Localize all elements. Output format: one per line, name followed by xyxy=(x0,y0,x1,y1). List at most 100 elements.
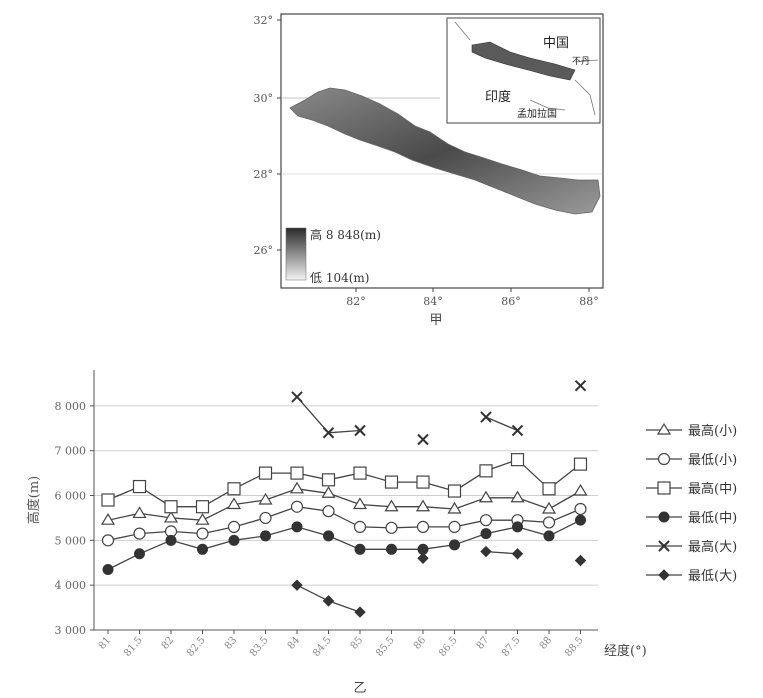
y-tick-label-8000: 8 000 xyxy=(55,400,87,413)
series-4-point-8 xyxy=(354,424,366,437)
chart-series xyxy=(100,379,588,618)
series-5-point-7 xyxy=(322,595,335,607)
map-caption: 甲 xyxy=(429,313,442,328)
series-5-point-12 xyxy=(480,545,492,558)
series-4-point-15 xyxy=(574,379,587,392)
inset-label-bangladesh: 孟加拉国 xyxy=(517,107,557,120)
series-1-point-6 xyxy=(290,500,304,513)
x-tick-label-81: 81 xyxy=(97,635,114,652)
series-2-point-8 xyxy=(353,466,367,480)
inset-label-china: 中国 xyxy=(543,36,569,51)
y-tick-label-6000: 6 000 xyxy=(55,490,87,503)
series-1-point-4 xyxy=(227,520,241,533)
chart-grid xyxy=(94,405,598,586)
series-0-point-10 xyxy=(415,499,431,512)
series-2-point-14 xyxy=(542,482,556,496)
series-1-point-14 xyxy=(542,516,556,529)
series-line-0 xyxy=(107,488,581,521)
series-4-point-10-stroke-b xyxy=(417,433,429,446)
series-3-point-11 xyxy=(449,539,460,551)
y-tick-label-4000: 4 000 xyxy=(55,579,87,592)
series-0-point-3 xyxy=(195,513,210,525)
series-1-point-5 xyxy=(259,511,272,525)
nepal-terrain xyxy=(289,87,601,215)
series-line-1 xyxy=(107,506,581,541)
series-0-point-8 xyxy=(352,497,368,510)
legend-high-label: 高 8 848(m) xyxy=(310,227,381,242)
map-lat-axis: 32° 30° 28° 26° xyxy=(254,14,281,257)
series-0-point-0 xyxy=(100,513,116,525)
series-3-point-7 xyxy=(323,530,334,542)
legend-marker-4-stroke-b xyxy=(658,540,670,552)
x-tick-label-87.5: 87.5 xyxy=(500,635,523,659)
series-4-point-15-stroke-b xyxy=(574,379,587,392)
legend-label-5: 最低(大) xyxy=(688,569,737,584)
lat-tick-30: 30° xyxy=(254,92,274,105)
series-1-point-3 xyxy=(196,527,209,540)
series-4 xyxy=(291,379,587,446)
legend-marker-0 xyxy=(656,422,672,435)
map-lon-axis: 82° 84° 86° 88° xyxy=(346,288,599,308)
legend-label-1: 最低(小) xyxy=(688,453,737,468)
series-2-point-3 xyxy=(195,500,210,514)
legend-marker-2 xyxy=(657,481,671,495)
series-2-point-15 xyxy=(573,457,588,471)
x-tick-label-83.5: 83.5 xyxy=(248,635,271,659)
series-5-point-8 xyxy=(354,606,366,618)
series-2-point-4 xyxy=(227,482,241,496)
x-tick-label-86.5: 86.5 xyxy=(437,635,460,659)
series-2-point-0 xyxy=(101,493,115,507)
lat-tick-32: 32° xyxy=(254,14,274,27)
series-4-point-8-stroke-b xyxy=(354,424,366,437)
series-0-point-1 xyxy=(132,506,147,519)
series-5-point-10 xyxy=(417,552,429,564)
series-4-point-10 xyxy=(417,433,429,446)
series-2-point-11 xyxy=(447,484,462,498)
series-2-point-6 xyxy=(290,466,304,480)
legend-item-1: 最低(小) xyxy=(646,452,737,468)
legend-label-0: 最高(小) xyxy=(688,423,737,439)
legend-label-2: 最高(中) xyxy=(688,481,737,497)
series-2-point-5 xyxy=(258,466,273,480)
series-0-point-9 xyxy=(384,499,399,512)
series-4-point-12-stroke-b xyxy=(480,411,492,423)
series-3-point-14 xyxy=(543,530,555,542)
series-0-point-15 xyxy=(573,483,588,496)
x-tick-label-85: 85 xyxy=(349,635,366,652)
x-tick-label-83: 83 xyxy=(223,635,240,652)
series-2 xyxy=(101,453,588,514)
legend-marker-3 xyxy=(658,511,670,523)
series-2-point-10 xyxy=(416,475,430,489)
elevation-legend-bar xyxy=(285,227,307,281)
inset-label-india: 印度 xyxy=(485,89,511,105)
series-3-point-6 xyxy=(291,521,303,533)
x-tick-label-84.5: 84.5 xyxy=(311,635,334,659)
lon-tick-82: 82° xyxy=(346,295,366,308)
series-2-point-9 xyxy=(384,475,399,489)
legend-marker-5 xyxy=(658,569,670,581)
y-tick-label-3000: 3 000 xyxy=(55,624,87,637)
series-1-point-15 xyxy=(574,502,587,516)
x-tick-label-82: 82 xyxy=(160,635,177,652)
legend-marker-4 xyxy=(658,540,670,552)
chart-x-label: 经度(°) xyxy=(604,643,647,659)
series-0-point-6 xyxy=(289,481,305,494)
x-tick-label-86: 86 xyxy=(412,635,429,652)
series-3-point-9 xyxy=(386,543,397,555)
series-1 xyxy=(101,500,587,547)
lat-tick-28: 28° xyxy=(254,168,274,181)
series-1-point-8 xyxy=(353,520,367,533)
legend-low-label: 低 104(m) xyxy=(310,271,369,285)
series-0-point-13 xyxy=(510,490,525,503)
series-4-point-6 xyxy=(291,391,303,403)
inset-label-bhutan: 不丹 xyxy=(572,56,590,67)
series-0-point-12 xyxy=(478,490,494,503)
chart-y-ticks: 3 000 4 000 5 000 6 000 7 000 8 000 xyxy=(55,400,94,637)
series-3-point-13 xyxy=(512,521,523,533)
series-0-point-7 xyxy=(321,486,336,498)
legend-label-4: 最高(大) xyxy=(688,539,737,555)
x-tick-label-88: 88 xyxy=(538,635,555,652)
series-0-point-4 xyxy=(226,497,242,510)
